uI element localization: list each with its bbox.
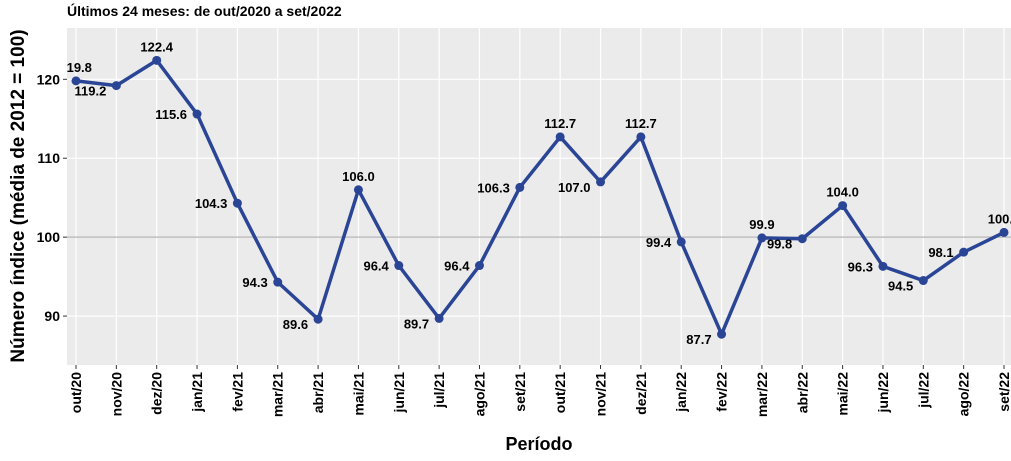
x-tick-label: nov/21 — [593, 372, 609, 417]
x-tick-label: nov/20 — [108, 372, 124, 417]
data-label: 112.7 — [544, 116, 576, 131]
data-label: 96.3 — [848, 259, 873, 274]
data-point — [515, 182, 525, 192]
data-point — [434, 313, 444, 323]
data-label: 96.4 — [363, 259, 389, 274]
x-tick-label: dez/21 — [633, 372, 649, 415]
data-label: 119.8 — [60, 60, 92, 75]
data-point — [152, 55, 162, 65]
x-tick-label: ago/21 — [471, 372, 487, 417]
y-tick-label: 90 — [44, 308, 60, 324]
y-tick-label: 120 — [37, 71, 61, 87]
data-label: 94.5 — [888, 279, 913, 294]
data-label: 99.9 — [749, 217, 774, 232]
y-tick-label: 100 — [37, 229, 61, 245]
data-point — [71, 76, 81, 86]
data-point — [394, 261, 404, 271]
data-point — [636, 132, 646, 142]
data-point — [717, 329, 727, 339]
data-point — [918, 276, 928, 286]
data-point — [313, 314, 323, 324]
data-point — [555, 132, 565, 142]
data-label: 122.4 — [140, 39, 173, 54]
data-label: 112.7 — [625, 116, 657, 131]
data-label: 94.3 — [242, 275, 267, 290]
data-point — [192, 109, 202, 119]
data-point — [273, 277, 283, 287]
data-label: 115.6 — [155, 107, 187, 122]
data-label: 99.8 — [767, 237, 792, 252]
data-point — [959, 247, 969, 257]
data-label: 98.1 — [928, 245, 953, 260]
data-point — [757, 233, 767, 243]
axes: 90 100 110 120 out/20 nov/20 dez/20 jan/21 fev/2… — [37, 71, 1011, 417]
x-tick-label: set/21 — [512, 372, 528, 412]
data-point — [999, 227, 1009, 237]
data-label: 104.0 — [826, 185, 859, 200]
data-point — [838, 201, 848, 211]
data-label: 89.6 — [283, 317, 308, 332]
x-tick-label: jun/21 — [391, 372, 407, 414]
x-tick-label: fev/22 — [714, 372, 730, 412]
data-point — [596, 177, 606, 187]
x-tick-label: set/22 — [996, 372, 1011, 412]
data-label: 106.0 — [342, 169, 375, 184]
x-tick-label: mai/21 — [350, 372, 366, 416]
series-line — [75, 58, 1005, 336]
x-tick-label: mai/22 — [835, 372, 851, 416]
chart-title: Últimos 24 meses: de out/2020 a set/2022 — [67, 2, 342, 19]
marks — [67, 55, 1011, 339]
plot-background — [67, 28, 1011, 365]
data-point — [797, 234, 807, 244]
x-tick-label: mar/22 — [754, 372, 770, 417]
x-tick-label: mar/21 — [270, 372, 286, 417]
x-tick-label: jan/22 — [673, 372, 689, 413]
data-point — [111, 81, 121, 91]
data-point — [474, 261, 484, 271]
data-point — [353, 185, 363, 195]
data-label: 119.2 — [75, 84, 107, 99]
x-tick-label: jul/22 — [915, 372, 931, 409]
data-point — [676, 237, 686, 247]
x-tick-label: abr/21 — [310, 372, 326, 413]
y-tick-label: 110 — [37, 150, 60, 166]
data-label: 89.7 — [404, 316, 429, 331]
x-tick-label: jan/21 — [189, 372, 205, 413]
grid — [67, 28, 1011, 365]
x-axis-label: Período — [505, 434, 572, 454]
x-tick-label: ago/22 — [956, 372, 972, 417]
data-label: 96.4 — [444, 259, 470, 274]
y-axis-label: Número índice (média de 2012 = 100) — [8, 29, 29, 362]
data-point — [232, 198, 242, 208]
x-tick-label: fev/21 — [229, 372, 245, 412]
data-labels: 119.8 119.2 122.4 115.6 104.3 94.3 89.6 106.0 96… — [60, 39, 1011, 347]
data-label: 99.4 — [646, 235, 672, 250]
x-tick-label: abr/22 — [794, 372, 810, 413]
data-label: 87.7 — [686, 332, 711, 347]
data-point — [878, 261, 888, 271]
x-tick-label: jun/22 — [875, 372, 891, 414]
data-label: 100.6 — [988, 211, 1011, 226]
x-tick-label: out/21 — [552, 372, 568, 413]
x-tick-label: jul/21 — [431, 372, 447, 409]
data-label: 107.0 — [558, 180, 591, 195]
x-tick-label: out/20 — [68, 372, 84, 413]
data-label: 106.3 — [477, 180, 510, 195]
x-tick-label: dez/20 — [149, 372, 165, 415]
data-label: 104.3 — [195, 196, 228, 211]
